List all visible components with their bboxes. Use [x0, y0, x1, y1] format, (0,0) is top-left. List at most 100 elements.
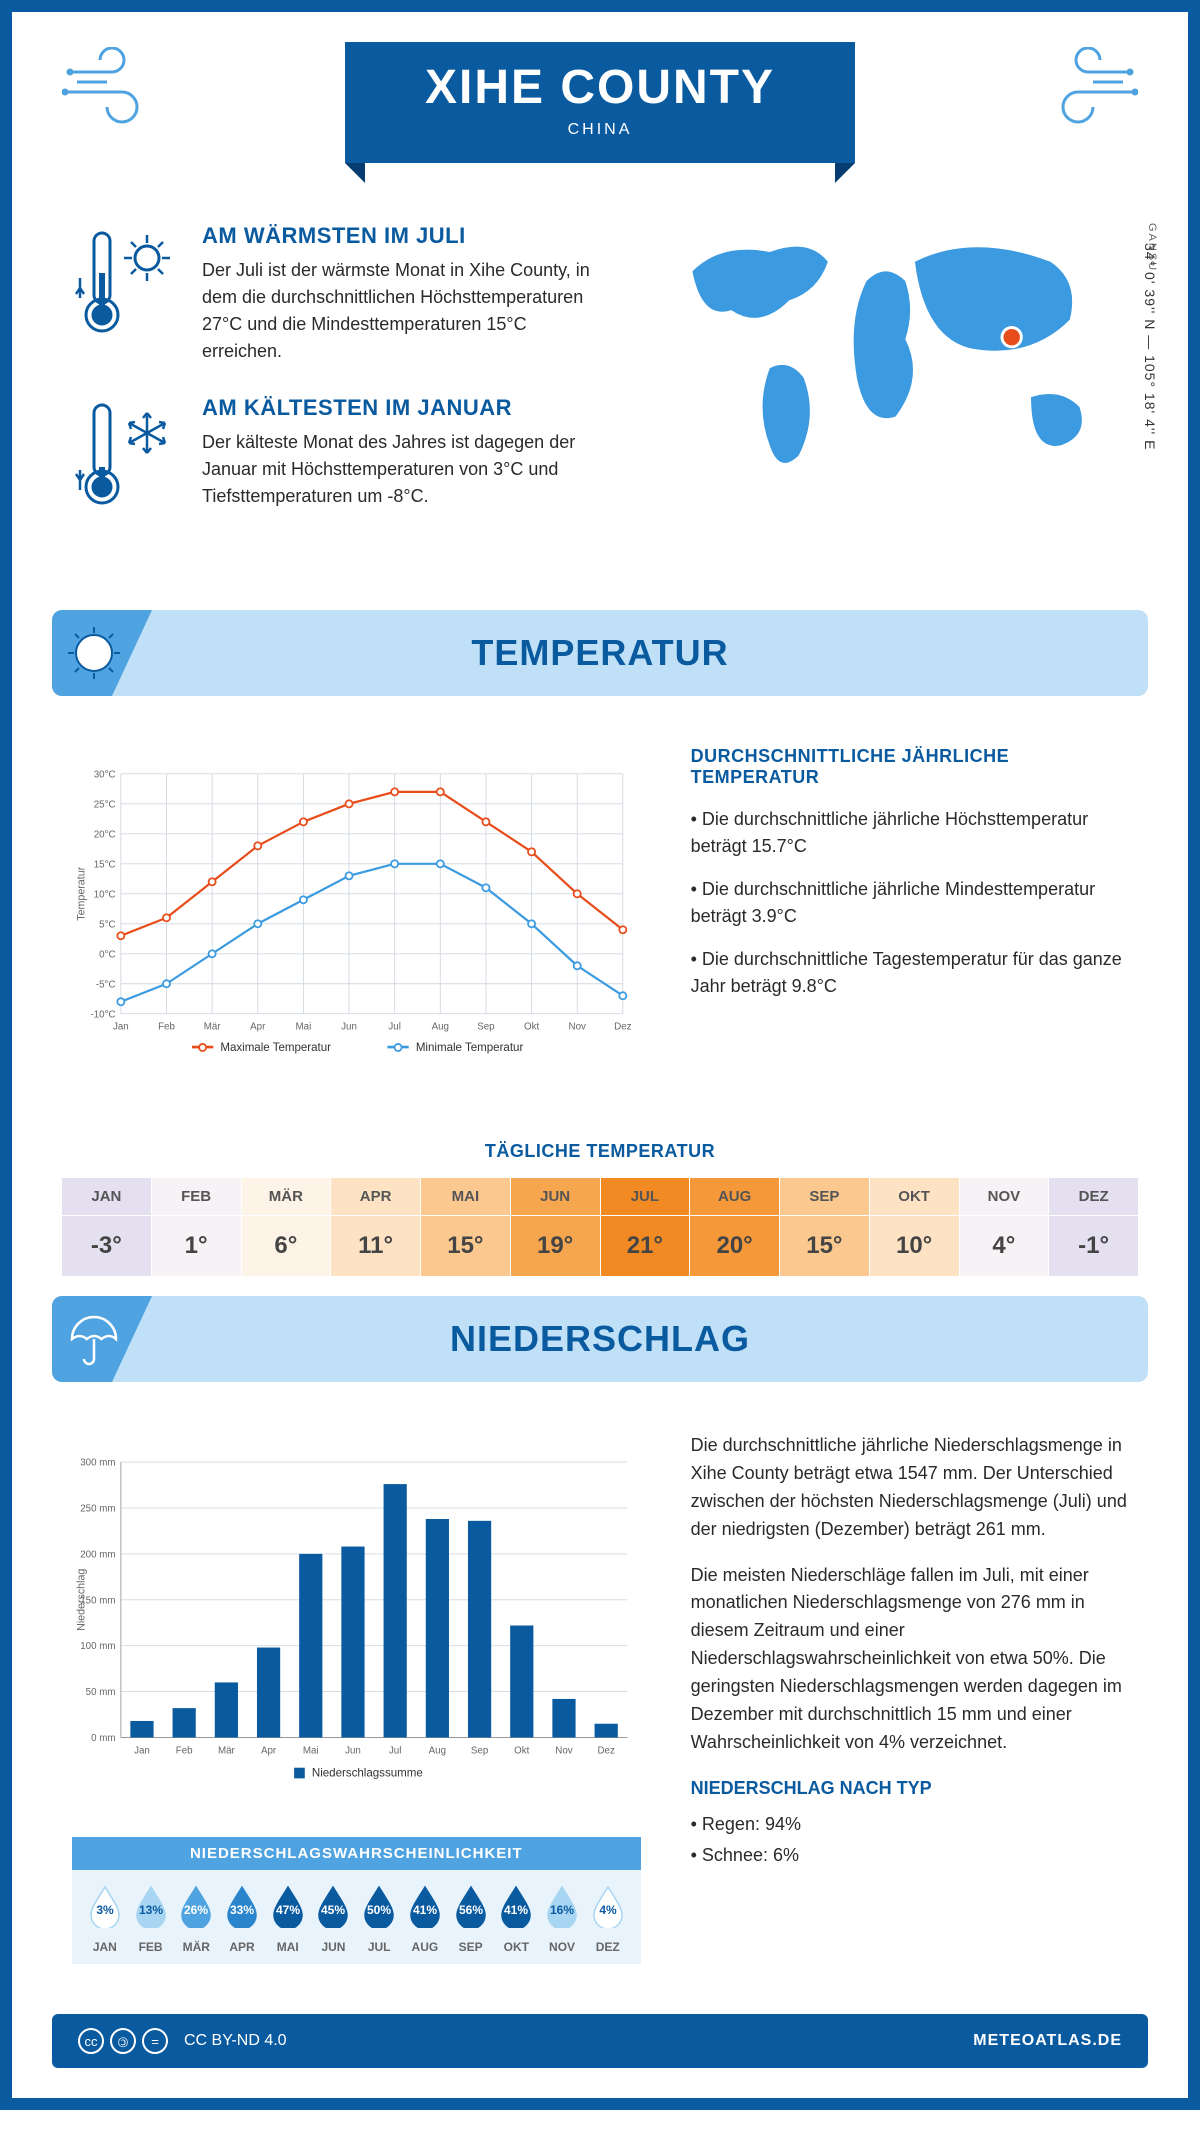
temperature-chart: -10°C-5°C0°C5°C10°C15°C20°C25°C30°CJanFe…	[72, 746, 641, 1091]
raindrop-icon: 13%	[133, 1884, 169, 1928]
svg-text:Jan: Jan	[113, 1022, 129, 1033]
location-marker-icon	[1002, 327, 1021, 346]
precip-type-item: • Regen: 94%	[691, 1811, 1128, 1838]
prob-cell: 45% JUN	[311, 1884, 357, 1954]
svg-text:41%: 41%	[413, 1903, 437, 1917]
daily-temp-cell: DEZ-1°	[1049, 1178, 1138, 1276]
raindrop-icon: 41%	[407, 1884, 443, 1928]
temp-info-bullet: • Die durchschnittliche Tagestemperatur …	[691, 946, 1128, 1000]
page-footer: cc 🄯 = CC BY-ND 4.0 METEOATLAS.DE	[52, 2014, 1148, 2068]
prob-cell: 16% NOV	[539, 1884, 585, 1954]
raindrop-icon: 16%	[544, 1884, 580, 1928]
svg-text:41%: 41%	[504, 1903, 528, 1917]
raindrop-icon: 4%	[590, 1884, 626, 1928]
nd-icon: =	[142, 2028, 168, 2054]
svg-text:Temperatur: Temperatur	[75, 866, 87, 920]
temp-info-bullet: • Die durchschnittliche jährliche Höchst…	[691, 806, 1128, 860]
daily-temp-cell: NOV4°	[960, 1178, 1050, 1276]
svg-text:56%: 56%	[459, 1903, 483, 1917]
svg-text:10°C: 10°C	[94, 889, 116, 900]
brand-text: METEOATLAS.DE	[973, 2032, 1122, 2050]
sun-icon	[64, 623, 124, 683]
location-country: CHINA	[425, 121, 775, 139]
prob-cell: 13% FEB	[128, 1884, 174, 1954]
license-text: CC BY-ND 4.0	[184, 2032, 287, 2050]
umbrella-icon	[64, 1309, 124, 1369]
svg-text:50 mm: 50 mm	[86, 1687, 116, 1698]
svg-text:Nov: Nov	[569, 1022, 586, 1033]
prob-cell: 41% AUG	[402, 1884, 448, 1954]
precip-probability-box: NIEDERSCHLAGSWAHRSCHEINLICHKEIT 3% JAN 1…	[72, 1837, 641, 1964]
location-title: XIHE COUNTY	[425, 60, 775, 115]
prob-cell: 50% JUL	[356, 1884, 402, 1954]
prob-cell: 26% MÄR	[173, 1884, 219, 1954]
raindrop-icon: 56%	[453, 1884, 489, 1928]
svg-text:Feb: Feb	[158, 1022, 175, 1033]
precip-text-1: Die durchschnittliche jährliche Niedersc…	[691, 1432, 1128, 1544]
svg-text:Mär: Mär	[204, 1022, 222, 1033]
coldest-text: Der kälteste Monat des Jahres ist dagege…	[202, 429, 604, 510]
raindrop-icon: 26%	[178, 1884, 214, 1928]
coldest-block: AM KÄLTESTEN IM JANUAR Der kälteste Mona…	[72, 395, 604, 520]
svg-text:300 mm: 300 mm	[80, 1458, 115, 1469]
page-header: XIHE COUNTY CHINA	[12, 12, 1188, 203]
raindrop-icon: 41%	[498, 1884, 534, 1928]
svg-text:Jul: Jul	[388, 1022, 400, 1033]
svg-text:Minimale Temperatur: Minimale Temperatur	[416, 1042, 524, 1054]
precip-type-item: • Schnee: 6%	[691, 1842, 1128, 1869]
svg-text:Jul: Jul	[389, 1745, 401, 1756]
svg-text:Aug: Aug	[432, 1022, 449, 1033]
daily-temp-cell: AUG20°	[690, 1178, 780, 1276]
raindrop-icon: 33%	[224, 1884, 260, 1928]
svg-text:Nov: Nov	[555, 1745, 572, 1756]
svg-text:Niederschlagssumme: Niederschlagssumme	[312, 1768, 423, 1780]
wind-icon	[1038, 47, 1138, 132]
svg-text:Mär: Mär	[218, 1745, 236, 1756]
svg-text:200 mm: 200 mm	[80, 1549, 115, 1560]
raindrop-icon: 47%	[270, 1884, 306, 1928]
svg-text:47%: 47%	[276, 1903, 300, 1917]
wind-icon	[62, 47, 162, 132]
world-map-icon	[644, 223, 1128, 494]
warmest-block: AM WÄRMSTEN IM JULI Der Juli ist der wär…	[72, 223, 604, 365]
temp-info-bullet: • Die durchschnittliche jährliche Mindes…	[691, 876, 1128, 930]
prob-heading: NIEDERSCHLAGSWAHRSCHEINLICHKEIT	[72, 1837, 641, 1870]
prob-cell: 33% APR	[219, 1884, 265, 1954]
svg-text:Sep: Sep	[477, 1022, 495, 1033]
precip-banner: NIEDERSCHLAG	[52, 1296, 1148, 1382]
svg-text:45%: 45%	[321, 1903, 345, 1917]
svg-text:4%: 4%	[599, 1903, 617, 1917]
svg-text:Feb: Feb	[176, 1745, 193, 1756]
svg-text:Niederschlag: Niederschlag	[75, 1569, 87, 1631]
svg-text:5°C: 5°C	[99, 919, 115, 930]
svg-text:33%: 33%	[230, 1903, 254, 1917]
daily-temp-table: JAN-3°FEB1°MÄR6°APR11°MAI15°JUN19°JUL21°…	[62, 1178, 1138, 1276]
svg-text:Apr: Apr	[261, 1745, 277, 1756]
precip-text-2: Die meisten Niederschläge fallen im Juli…	[691, 1562, 1128, 1757]
svg-text:30°C: 30°C	[94, 769, 116, 780]
daily-temp-title: TÄGLICHE TEMPERATUR	[12, 1141, 1188, 1162]
coordinates: 34° 0' 39'' N — 105° 18' 4'' E	[1142, 243, 1158, 450]
svg-text:Okt: Okt	[524, 1022, 539, 1033]
warmest-heading: AM WÄRMSTEN IM JULI	[202, 223, 604, 249]
raindrop-icon: 45%	[315, 1884, 351, 1928]
svg-text:13%: 13%	[139, 1903, 163, 1917]
daily-temp-cell: JUL21°	[601, 1178, 691, 1276]
world-map-panel: GANSU 34° 0' 39'' N — 105° 18' 4'' E	[644, 223, 1128, 550]
svg-text:Mai: Mai	[296, 1022, 312, 1033]
by-icon: 🄯	[110, 2028, 136, 2054]
thermometer-cold-icon	[72, 395, 182, 520]
svg-text:Aug: Aug	[429, 1745, 446, 1756]
temperature-title: TEMPERATUR	[92, 632, 1108, 674]
svg-text:26%: 26%	[184, 1903, 208, 1917]
temperature-banner: TEMPERATUR	[52, 610, 1148, 696]
prob-cell: 56% SEP	[448, 1884, 494, 1954]
svg-text:15°C: 15°C	[94, 859, 116, 870]
svg-text:100 mm: 100 mm	[80, 1641, 115, 1652]
svg-text:Jun: Jun	[341, 1022, 357, 1033]
svg-text:Apr: Apr	[250, 1022, 266, 1033]
svg-text:Mai: Mai	[303, 1745, 319, 1756]
svg-text:Sep: Sep	[471, 1745, 489, 1756]
svg-text:25°C: 25°C	[94, 799, 116, 810]
svg-text:50%: 50%	[367, 1903, 391, 1917]
